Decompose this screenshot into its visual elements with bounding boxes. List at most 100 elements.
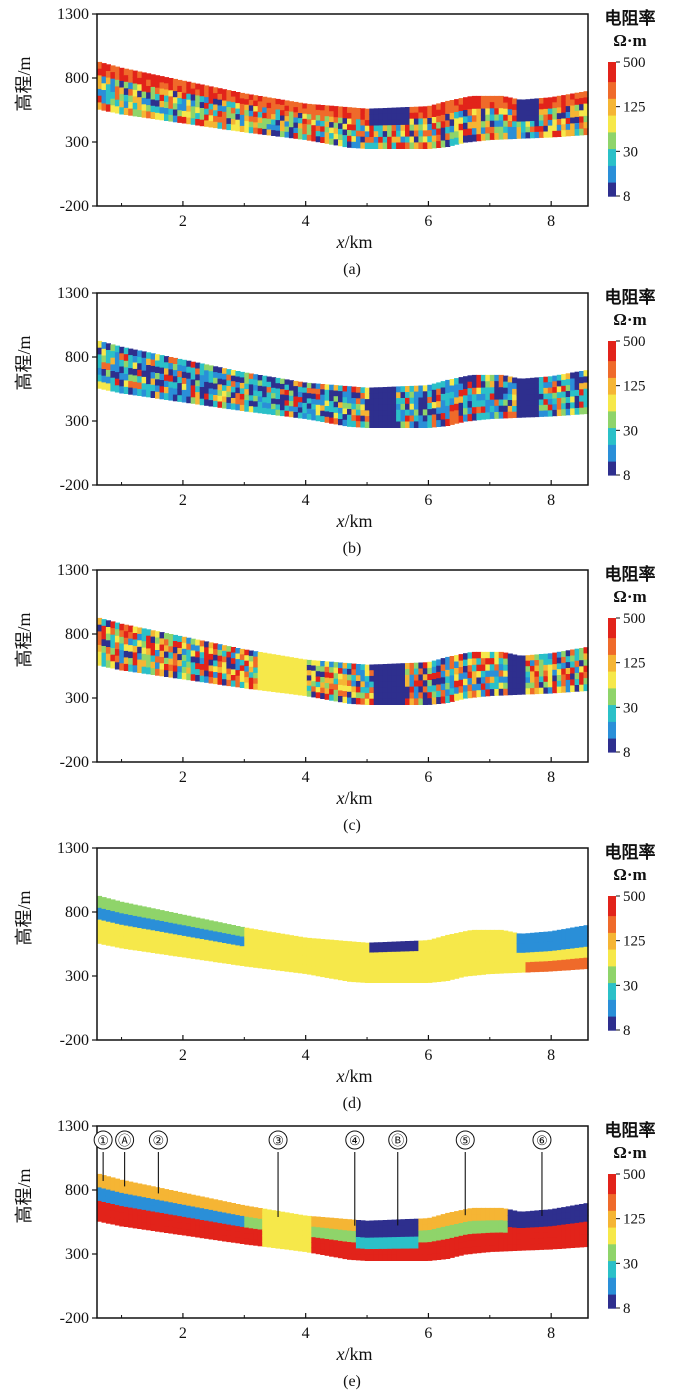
section-cell [476,651,482,659]
section-cell [181,1198,187,1206]
section-cell [400,941,406,953]
section-cell [347,668,353,676]
section-cell [347,1253,353,1260]
section-cell [105,376,111,384]
section-cell [315,938,321,949]
section-cell [181,672,187,680]
section-cell [248,373,254,380]
section-cell [579,666,585,673]
section-cell [516,378,522,385]
section-cell [333,1240,339,1247]
section-cell [530,1221,536,1229]
section-cell [284,952,290,963]
section-cell [579,383,585,390]
section-cell [396,663,402,670]
section-cell [458,1235,464,1243]
section-cell [440,677,446,685]
section-cell [137,939,143,951]
panel-caption: (e) [343,1373,361,1390]
section-cell [199,1196,205,1203]
section-cell [507,411,513,419]
section-cell [150,941,156,953]
section-cell [101,369,107,377]
section-cell [570,667,576,675]
section-cell [181,648,187,656]
section-cell [521,1233,527,1240]
section-cell [391,1248,397,1256]
section-cell [364,131,370,138]
section-cell [427,680,433,687]
section-cell [204,664,210,672]
section-cell [503,951,509,963]
section-cell [471,407,477,415]
section-cell [525,126,531,133]
section-cell [427,939,433,951]
section-cell [137,1209,143,1217]
section-cell [503,108,509,116]
section-cell [155,1212,161,1220]
section-cell [262,684,268,691]
section-cell [128,76,134,84]
section-cell [271,670,277,676]
section-cell [132,381,138,389]
section-cell [150,105,156,113]
section-cell [454,99,460,107]
section-cell [369,393,375,400]
section-cell [512,388,518,396]
section-cell [579,1234,585,1242]
section-cell [413,421,419,428]
section-cell [355,1254,361,1261]
section-cell [521,395,527,402]
section-cell [351,130,357,137]
section-cell [427,1248,433,1255]
section-cell [342,135,348,142]
colorbar-swatch [608,159,616,164]
section-cell [123,637,129,645]
section-cell [199,113,205,121]
section-cell [565,1206,571,1213]
section-cell [324,406,330,412]
section-cell [280,1216,286,1223]
section-cell [217,1217,223,1224]
section-cell [302,382,308,389]
section-cell [239,120,245,127]
section-cell [105,933,111,946]
section-cell [253,1207,259,1214]
section-cell [213,931,219,943]
section-cell [525,688,531,695]
section-cell [391,663,397,670]
section-cell [266,1241,272,1248]
section-cell [494,1245,500,1252]
section-cell [333,111,339,118]
section-cell [315,676,321,683]
section-cell [471,658,477,666]
x-tick-label: 6 [424,1047,432,1064]
section-cell [543,1215,549,1222]
section-cell [498,399,504,407]
section-cell [230,96,236,103]
section-cell [239,404,245,411]
section-cell [306,393,312,399]
section-cell [288,1244,294,1251]
section-cell [230,107,236,114]
section-cell [168,1208,174,1216]
section-cell [262,123,268,130]
colorbar-swatch [608,344,616,349]
section-cell [222,402,228,409]
section-cell [445,133,451,141]
section-cell [239,926,245,938]
section-cell [454,680,460,688]
section-cell [396,1242,402,1250]
section-cell [306,670,312,676]
section-cell [159,1225,165,1233]
section-cell [498,102,504,109]
section-cell [387,392,393,399]
section-cell [498,962,504,974]
section-cell [503,411,509,419]
section-cell [534,394,540,401]
section-cell [204,381,210,389]
section-cell [297,1235,303,1242]
section-cell [494,133,500,140]
section-cell [530,942,536,953]
section-cell [476,929,482,942]
